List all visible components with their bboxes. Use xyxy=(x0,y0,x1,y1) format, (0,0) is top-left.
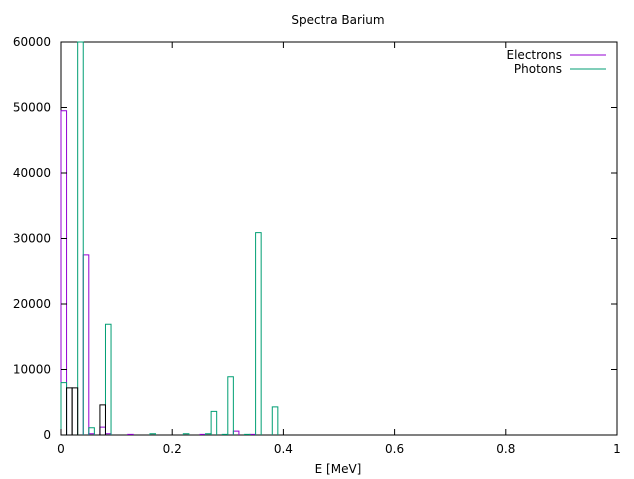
y-tick-label: 30000 xyxy=(13,232,51,246)
series-electrons xyxy=(60,110,257,435)
plot-border xyxy=(60,41,618,436)
histogram-bin xyxy=(77,41,84,435)
x-tick-label: 1 xyxy=(613,442,621,456)
y-tick-label: 0 xyxy=(43,428,51,442)
histogram-bin xyxy=(227,376,234,435)
histogram-bin xyxy=(255,232,262,435)
series-photons xyxy=(60,41,279,435)
x-tick-label: 0.2 xyxy=(163,442,182,456)
x-axis-label: E [MeV] xyxy=(315,462,362,476)
legend-label: Photons xyxy=(514,62,562,76)
x-tick-label: 0 xyxy=(57,442,65,456)
histogram-bin xyxy=(127,433,134,435)
histogram-bin xyxy=(149,433,157,435)
histogram-bin xyxy=(210,410,218,435)
legend-label: Electrons xyxy=(507,48,562,62)
histogram-bin xyxy=(99,404,106,435)
chart-title: Spectra Barium xyxy=(291,13,384,27)
plot-area xyxy=(60,41,618,436)
histogram-bin xyxy=(60,110,68,435)
series-unlabeled xyxy=(66,387,106,435)
histogram-bin xyxy=(88,427,95,435)
x-tick-label: 0.4 xyxy=(274,442,293,456)
histogram-bin xyxy=(99,426,106,435)
histogram-bin xyxy=(71,387,79,435)
y-tick-label: 60000 xyxy=(13,35,51,49)
x-tick-label: 0.6 xyxy=(385,442,404,456)
histogram-bin xyxy=(66,387,73,435)
y-tick-label: 40000 xyxy=(13,166,51,180)
histogram-bin xyxy=(271,406,279,435)
histogram-bin xyxy=(232,430,240,435)
histogram-bin xyxy=(82,254,90,435)
histogram-bin xyxy=(243,433,251,435)
histogram-bin xyxy=(182,433,190,435)
y-tick-label: 10000 xyxy=(13,363,51,377)
series-layer xyxy=(60,41,279,435)
histogram-bin xyxy=(104,323,112,435)
x-tick-label: 0.8 xyxy=(496,442,515,456)
y-tick-label: 20000 xyxy=(13,297,51,311)
histogram-bin xyxy=(60,382,68,435)
y-tick-label: 50000 xyxy=(13,101,51,115)
axis-ticks: 0 0.2 0.4 0.6 0.8 1 0 10000 20000 30000 40000 50000… xyxy=(13,35,621,456)
